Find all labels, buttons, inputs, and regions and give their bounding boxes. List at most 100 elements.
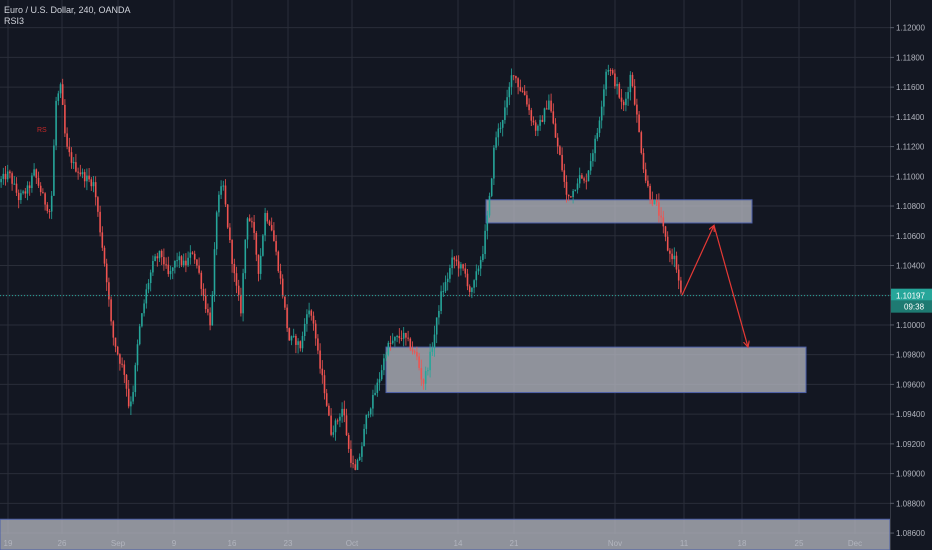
- candle-body: [662, 217, 665, 227]
- candle-body: [253, 222, 255, 233]
- chart-legend[interactable]: Euro / U.S. Dollar, 240, OANDA RSI3: [4, 5, 131, 27]
- candle-body: [321, 368, 324, 376]
- candle-body: [592, 153, 594, 162]
- candle-body: [561, 154, 563, 171]
- x-tick-label: 9: [172, 539, 177, 548]
- time-axis[interactable]: 19 26 Sep 9 16 23 Oct 14 21 Nov 11 18 25 Dec: [4, 539, 863, 548]
- candle-body: [517, 78, 519, 88]
- candle-body: [44, 193, 46, 205]
- candle-body: [257, 254, 260, 274]
- candle-body: [248, 218, 251, 222]
- candle-body: [53, 145, 55, 196]
- candle-body: [22, 191, 24, 194]
- candle-body: [226, 204, 229, 228]
- y-tick-label: 1.11800: [896, 53, 925, 62]
- candle-body: [585, 180, 588, 182]
- candle-body: [512, 75, 515, 77]
- candle-body: [669, 250, 671, 254]
- candle-body: [83, 172, 86, 182]
- x-tick-label: Sep: [111, 539, 126, 548]
- candle-body: [457, 261, 460, 269]
- candle-body: [77, 171, 79, 173]
- candle-body: [462, 264, 464, 269]
- x-tick-label: Dec: [848, 539, 862, 548]
- y-tick-label: 1.08800: [896, 499, 925, 508]
- candle-body: [152, 261, 154, 273]
- candle-body: [125, 374, 128, 389]
- y-tick-label: 1.09200: [896, 440, 925, 449]
- price-axis-background: [890, 0, 932, 550]
- candle-body: [541, 119, 544, 122]
- last-price-tag: 1.10197 09:38: [891, 288, 932, 313]
- candle-body: [651, 199, 654, 205]
- candle-body: [86, 175, 88, 182]
- candle-body: [281, 278, 284, 297]
- candle-body: [26, 185, 29, 194]
- candle-body: [376, 382, 379, 393]
- candle-body: [31, 175, 33, 189]
- candle-body: [108, 282, 110, 300]
- candle-body: [6, 171, 9, 180]
- candle-body: [605, 71, 607, 90]
- x-tick-label: 18: [738, 539, 747, 548]
- candle-body: [598, 120, 601, 133]
- y-tick-label: 1.11600: [896, 83, 925, 92]
- candle-body: [156, 256, 159, 259]
- candle-body: [411, 349, 414, 352]
- candle-body: [622, 101, 625, 106]
- candle-body: [72, 162, 75, 164]
- last-price-tag-bg: [891, 288, 932, 301]
- candle-body: [405, 332, 407, 338]
- price-axis[interactable]: 1.12000 1.11800 1.11600 1.11400 1.11200 1.110…: [890, 24, 925, 538]
- candle-body: [523, 91, 526, 96]
- candle-body: [506, 97, 508, 108]
- candle-body: [347, 435, 350, 449]
- candle-body: [675, 255, 678, 270]
- candle-body: [616, 83, 618, 87]
- candle-body: [537, 125, 539, 131]
- candle-body: [64, 104, 66, 134]
- y-tick-label: 1.12000: [896, 24, 925, 33]
- candle-body: [15, 183, 18, 193]
- candle-body: [103, 247, 106, 264]
- candle-body: [583, 178, 585, 181]
- candle-body: [497, 128, 500, 138]
- candle-body: [374, 392, 376, 396]
- candle-body: [284, 296, 286, 308]
- x-tick-label: 25: [795, 539, 804, 548]
- candle-body: [435, 317, 438, 335]
- candle-body: [4, 173, 7, 180]
- candle-body: [528, 104, 530, 111]
- candle-body: [264, 212, 266, 236]
- candle-body: [600, 106, 603, 121]
- candle-body: [519, 87, 522, 91]
- indicator-label[interactable]: RSI3: [4, 16, 25, 26]
- candle-body: [627, 92, 629, 99]
- symbol-title[interactable]: Euro / U.S. Dollar, 240, OANDA: [4, 5, 131, 15]
- zone-rect-3: [0, 518, 891, 550]
- candle-body: [114, 337, 117, 347]
- candle-body: [479, 260, 482, 269]
- candle-body: [356, 460, 359, 470]
- candle-body: [317, 338, 319, 351]
- candle-body: [655, 199, 658, 203]
- candle-body: [209, 312, 211, 326]
- candle-body: [202, 288, 205, 296]
- candle-body: [42, 192, 44, 194]
- projection-arrow-2: [713, 225, 748, 347]
- candle-body: [603, 89, 605, 107]
- candle-body: [68, 146, 71, 153]
- candle-body: [581, 175, 583, 179]
- candle-body: [160, 250, 163, 258]
- candle-body: [328, 405, 330, 416]
- candle-body: [290, 336, 293, 341]
- candle-body: [233, 263, 236, 274]
- candle-body: [79, 172, 82, 175]
- y-tick-label: 1.08600: [896, 529, 925, 538]
- candle-body: [567, 194, 570, 197]
- candle-body: [279, 271, 282, 279]
- candle-body: [20, 193, 22, 201]
- candle-body: [574, 189, 577, 191]
